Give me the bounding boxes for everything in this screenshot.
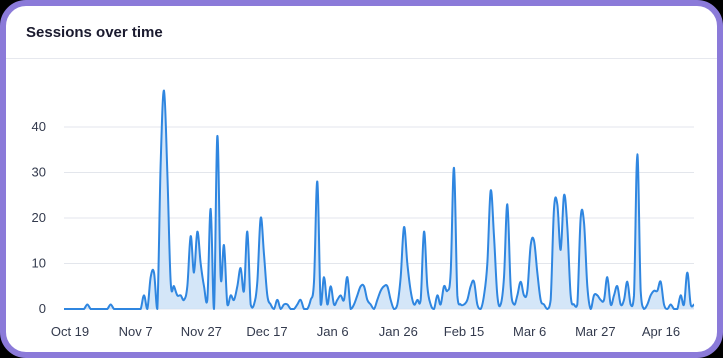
x-tick-label: Jan 26 (379, 324, 418, 339)
y-tick-label: 10 (32, 256, 46, 271)
x-tick-label: Jan 6 (317, 324, 349, 339)
sessions-line (64, 89, 695, 310)
x-tick-label: Mar 27 (575, 324, 615, 339)
y-tick-label: 40 (32, 119, 46, 134)
y-tick-label: 30 (32, 165, 46, 180)
sessions-chart: 0 10 20 30 40 Oct 19 Nov 7 Nov 27 Dec 17 Jan 6 Jan… (32, 89, 695, 339)
x-tick-label: Dec 17 (246, 324, 287, 339)
x-tick-label: Feb 15 (444, 324, 484, 339)
x-tick-label: Nov 27 (181, 324, 222, 339)
y-tick-label: 0 (39, 301, 46, 316)
x-tick-label: Apr 16 (642, 324, 680, 339)
y-tick-label: 20 (32, 210, 46, 225)
x-tick-label: Oct 19 (51, 324, 89, 339)
x-tick-label: Nov 7 (119, 324, 153, 339)
chart-title: Sessions over time (26, 24, 163, 41)
x-tick-label: Mar 6 (513, 324, 546, 339)
header-divider (6, 58, 717, 59)
